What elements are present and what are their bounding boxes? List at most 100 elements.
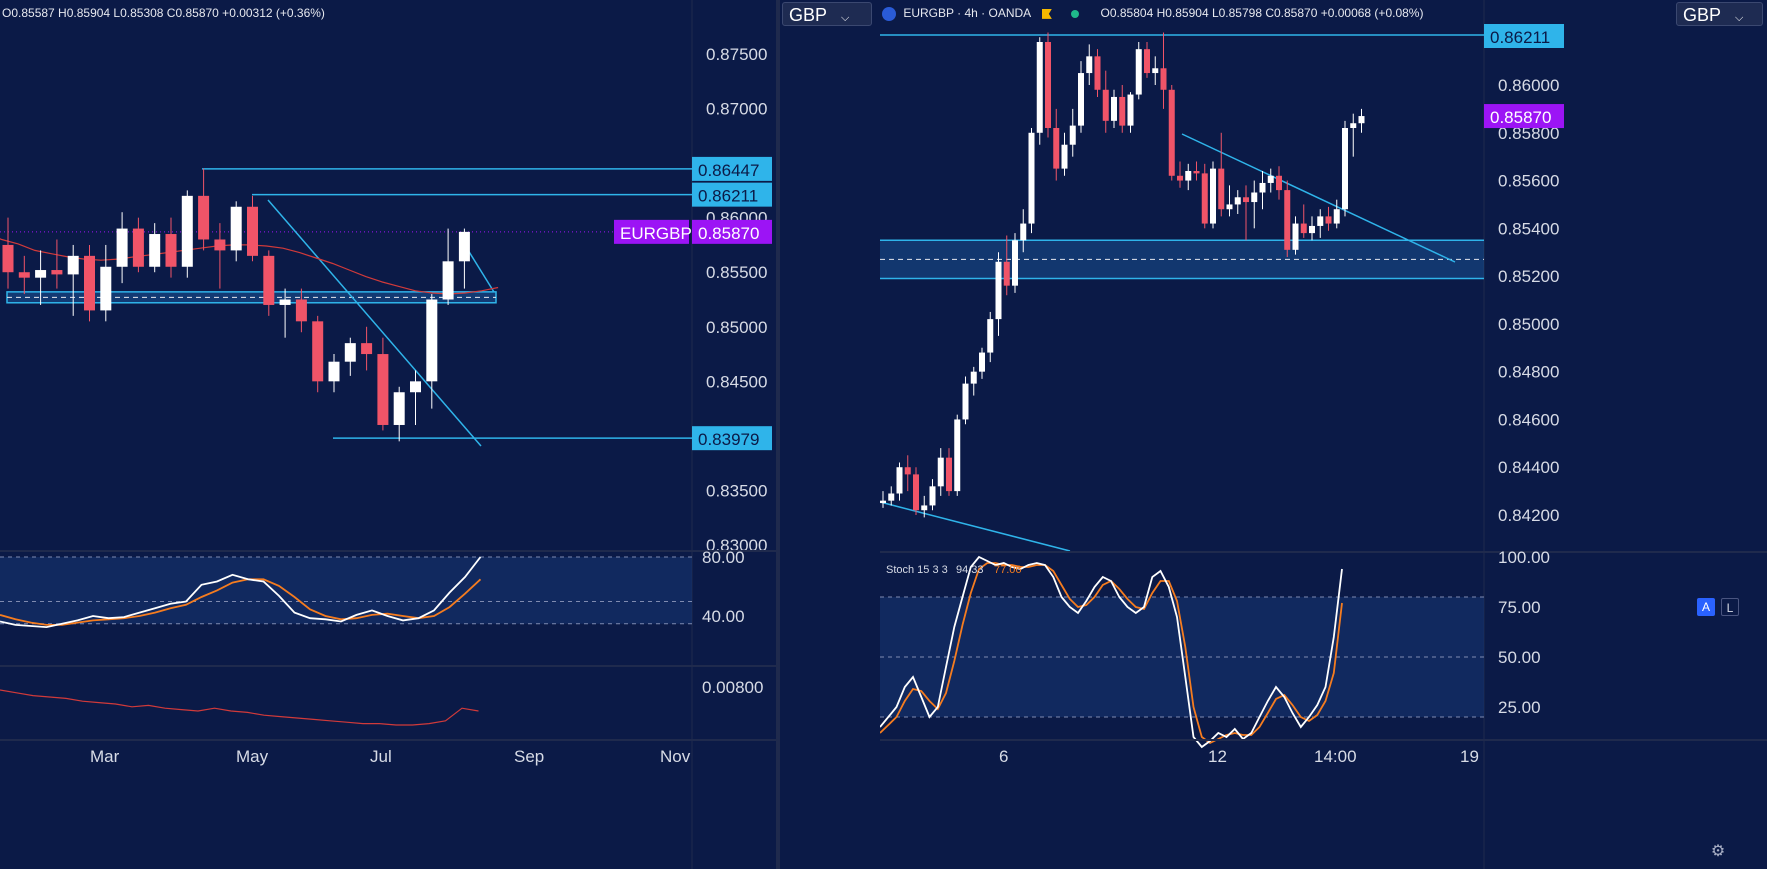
left-chart-pane[interactable]: 0.87500 0.87000 0.86000 0.85500 0.85000 0.845… [0,0,776,869]
right-price-tick: 0.85400 [1498,219,1559,238]
right-ohlc-readout: O0.85804 H0.85904 L0.85798 C0.85870 +0.0… [1100,6,1424,20]
left-candle [263,255,275,305]
market-status-icon [1071,9,1080,18]
left-candle [458,231,470,262]
left-candle [67,255,79,275]
left-candle [165,234,177,267]
right-candle [1259,182,1266,193]
right-candle [1300,223,1307,234]
right-candle [1309,225,1315,234]
right-price-tick: 0.85800 [1498,124,1559,143]
left-candle [214,239,226,251]
left-currency-select[interactable]: GBP ⌵ [782,2,872,26]
right-stoch-d-value: 77.06 [994,564,1022,576]
left-symbol-badge-bg [614,219,689,244]
right-candle [987,319,994,353]
right-price-tick: 0.84800 [1498,363,1559,382]
left-stoch-band [0,557,692,624]
left-candle [84,255,95,311]
right-candle [1053,128,1060,169]
right-trendline [1181,133,1456,263]
right-candle [896,467,903,494]
left-candle [100,266,112,311]
right-price-tick: 0.86000 [1498,76,1559,95]
right-candle [1201,173,1208,224]
left-chart[interactable]: 0.875000.870000.860000.855000.850000.845… [0,0,776,869]
right-candle [1243,197,1249,203]
left-lower-tick: 0.00800 [702,678,763,697]
settings-gear-icon[interactable]: ⚙ [1710,843,1726,860]
left-time-label: Nov [660,747,691,766]
right-candle [1226,204,1233,210]
chevron-down-icon: ⌵ [841,12,850,24]
right-time-label: 12 [1208,747,1227,766]
right-candle [888,493,895,501]
left-candle [393,392,405,425]
left-price-tick: 0.85500 [706,263,767,282]
right-last-price-label-bg [1484,104,1564,129]
left-candle [18,272,30,278]
right-price-tick: 0.84600 [1498,410,1559,429]
left-time-label: May [236,747,269,766]
left-candle [132,228,144,267]
right-stoch-tick: 50.00 [1498,648,1541,667]
right-candle [1168,89,1175,176]
right-stoch-tick: 100.00 [1498,548,1550,567]
right-candle [1251,192,1258,203]
right-candle [880,500,886,504]
left-time-label: Jul [370,747,392,766]
right-candle [1317,216,1324,226]
left-candle [279,299,291,305]
right-level-label: 0.86211 [1490,28,1550,47]
right-stoch-tick: 75.00 [1498,598,1541,617]
left-candle [377,354,389,425]
flag-icon [1041,8,1052,19]
left-candle [35,270,47,278]
right-currency-label: GBP [1683,5,1722,25]
right-candle [1193,171,1200,174]
right-candle [1152,68,1159,74]
auto-scale-button[interactable]: A [1697,598,1715,616]
left-candle [426,299,438,382]
left-candle [149,234,161,267]
right-candle [1028,132,1035,224]
right-candle [1333,209,1340,224]
left-price-tick: 0.83500 [706,481,767,500]
right-currency-select[interactable]: GBP ⌵ [1676,2,1763,26]
left-candle [442,261,454,300]
left-price-tick: 0.87000 [706,100,767,119]
right-candle [970,371,977,384]
left-candle [230,206,242,251]
log-scale-button[interactable]: L [1721,598,1739,616]
right-stoch-tick: 25.00 [1498,698,1541,717]
symbol-logo-icon [882,6,896,21]
right-level-label-bg [1484,24,1564,48]
pane-divider[interactable] [776,0,780,869]
right-candle [979,352,985,372]
right-candle [1144,49,1150,74]
left-candle [247,206,258,256]
right-candle [904,467,911,475]
right-candle [995,261,1002,320]
right-candle [1003,261,1010,286]
left-candle [328,361,340,382]
chevron-down-icon: ⌵ [1735,12,1744,24]
left-lower-indicator [0,689,479,726]
left-price-tick: 0.84500 [706,372,767,391]
left-price-tick: 0.87500 [706,45,767,64]
right-candle [1185,171,1192,181]
right-candle [921,505,928,511]
left-ohlc-readout: O0.85587 H0.85904 L0.85308 C0.85870 +0.0… [2,6,325,20]
left-candle [198,195,210,240]
left-candle [312,321,324,382]
right-candle [1094,56,1101,90]
left-level-label-bg [692,426,772,451]
left-symbol-badge: EURGBP [620,224,692,243]
right-price-tick: 0.85200 [1498,267,1559,286]
right-header: EURGBP · 4h · OANDA O0.85804 H0.85904 L0… [882,6,1423,21]
right-candle [1267,175,1274,183]
right-title[interactable]: EURGBP · 4h · OANDA [903,6,1031,20]
right-chart[interactable]: 0.86000 0.85800 0.85600 0.85400 0.85200 0.850… [880,0,1767,869]
left-price-tick: 0.85000 [706,318,767,337]
right-trendline-lower [880,501,1071,552]
